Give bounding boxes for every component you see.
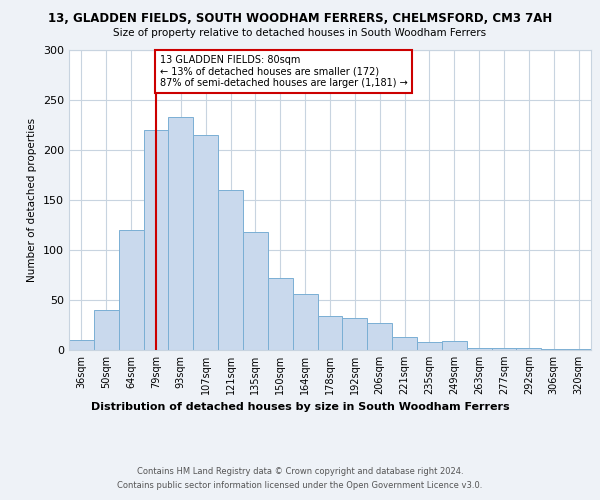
Bar (417, 342, 442, 350)
Bar (343, 318, 367, 350)
Bar (119, 230, 143, 350)
Text: 13 GLADDEN FIELDS: 80sqm
← 13% of detached houses are smaller (172)
87% of semi-: 13 GLADDEN FIELDS: 80sqm ← 13% of detach… (160, 55, 407, 88)
Bar (317, 316, 343, 350)
Bar (69, 340, 94, 350)
Bar (94, 310, 119, 350)
Text: 13, GLADDEN FIELDS, SOUTH WOODHAM FERRERS, CHELMSFORD, CM3 7AH: 13, GLADDEN FIELDS, SOUTH WOODHAM FERRER… (48, 12, 552, 26)
Bar (467, 348, 491, 350)
Bar (367, 323, 392, 350)
Bar (169, 117, 193, 350)
Bar (541, 349, 566, 350)
Bar (218, 190, 243, 350)
Bar (392, 337, 417, 350)
Bar (566, 349, 591, 350)
Bar (293, 294, 317, 350)
Bar (268, 278, 293, 350)
Bar (143, 130, 169, 350)
Bar (193, 135, 218, 350)
Bar (442, 341, 467, 350)
Text: Size of property relative to detached houses in South Woodham Ferrers: Size of property relative to detached ho… (113, 28, 487, 38)
Y-axis label: Number of detached properties: Number of detached properties (28, 118, 37, 282)
Bar (517, 348, 541, 350)
Bar (243, 232, 268, 350)
Text: Distribution of detached houses by size in South Woodham Ferrers: Distribution of detached houses by size … (91, 402, 509, 412)
Bar (491, 348, 517, 350)
Text: Contains public sector information licensed under the Open Government Licence v3: Contains public sector information licen… (118, 481, 482, 490)
Text: Contains HM Land Registry data © Crown copyright and database right 2024.: Contains HM Land Registry data © Crown c… (137, 468, 463, 476)
